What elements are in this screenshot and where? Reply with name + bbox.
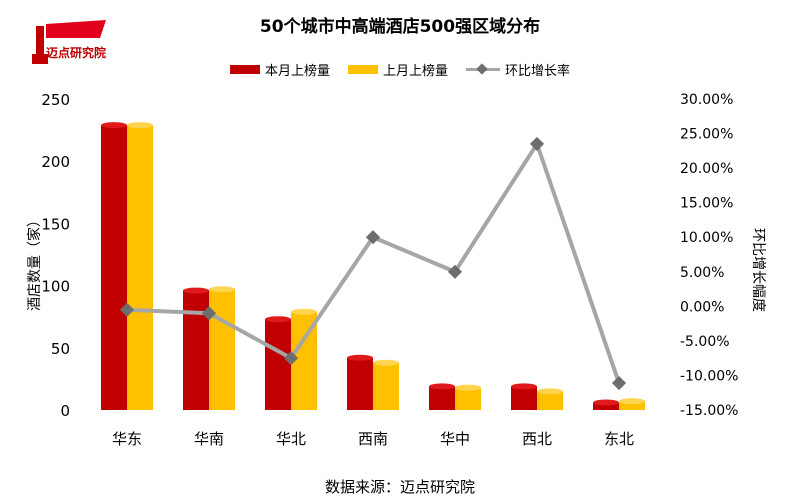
bar-cap-current xyxy=(511,383,537,390)
y-tick-label-left: 0 xyxy=(60,402,70,420)
bar-previous xyxy=(373,362,399,410)
bar-cap-current xyxy=(183,287,209,294)
y-tick-label-right: -5.00% xyxy=(680,334,730,350)
x-tick-label: 西北 xyxy=(522,430,552,448)
growth-marker xyxy=(201,306,217,321)
y-tick-label-right: 20.00% xyxy=(680,161,733,177)
legend: 本月上榜量 上月上榜量 环比增长率 xyxy=(0,60,800,79)
growth-marker xyxy=(529,136,545,151)
bar-previous xyxy=(537,391,563,410)
bar-cap-previous xyxy=(373,359,399,366)
legend-label-growth: 环比增长率 xyxy=(505,64,571,79)
legend-item-growth: 环比增长率 xyxy=(466,60,570,79)
growth-marker xyxy=(447,264,463,279)
bar-cap-current xyxy=(265,316,291,323)
legend-item-previous: 上月上榜量 xyxy=(347,60,448,79)
legend-label-current: 本月上榜量 xyxy=(264,64,330,79)
bar-cap-current xyxy=(101,122,127,129)
y-tick-label-right: -15.00% xyxy=(680,403,738,419)
growth-marker xyxy=(283,351,299,366)
y-tick-label-left: 150 xyxy=(41,215,70,233)
x-tick-label: 华北 xyxy=(276,430,306,448)
bar-current xyxy=(101,125,127,411)
y-tick-label-right: 30.00% xyxy=(680,92,733,108)
bar-cap-current xyxy=(347,354,373,361)
chart-title: 50个城市中高端酒店500强区域分布 xyxy=(259,17,541,37)
bar-cap-previous xyxy=(209,286,235,293)
y-tick-label-left: 200 xyxy=(41,153,70,171)
y-tick-label-right: 15.00% xyxy=(680,196,733,212)
growth-marker xyxy=(365,230,381,245)
source-note: 数据来源：迈点研究院 xyxy=(324,478,475,496)
legend-item-current: 本月上榜量 xyxy=(229,60,330,79)
legend-swatch-growth xyxy=(466,64,500,75)
x-tick-label: 华南 xyxy=(194,430,224,448)
x-tick-label: 西南 xyxy=(358,430,388,448)
bar-cap-previous xyxy=(619,398,645,405)
bar-cap-previous xyxy=(127,122,153,129)
y-tick-label-left: 100 xyxy=(41,278,70,296)
y-tick-label-left: 50 xyxy=(51,340,70,358)
legend-swatch-current xyxy=(229,65,260,74)
y-tick-label-left: 250 xyxy=(41,91,70,109)
y-tick-label-right: 5.00% xyxy=(680,265,724,281)
bar-cap-previous xyxy=(455,384,481,391)
legend-swatch-previous xyxy=(347,65,378,74)
growth-marker xyxy=(611,375,627,391)
growth-marker xyxy=(119,302,135,317)
bar-cap-previous xyxy=(291,308,317,315)
bar-cap-previous xyxy=(537,388,563,395)
bar-previous xyxy=(619,401,645,410)
y-tick-label-right: 0.00% xyxy=(680,299,724,315)
x-tick-label: 华中 xyxy=(440,430,470,448)
logo: 迈点研究院 xyxy=(24,16,134,74)
bar-cap-current xyxy=(429,383,455,390)
x-tick-label: 东北 xyxy=(604,430,634,448)
y-tick-label-right: -10.00% xyxy=(680,368,738,384)
logo-icon xyxy=(32,20,106,64)
bar-current xyxy=(593,402,619,410)
y-tick-label-right: 10.00% xyxy=(680,230,733,246)
x-tick-label: 华东 xyxy=(112,430,142,448)
bar-cap-current xyxy=(593,399,619,406)
bar-current xyxy=(511,386,537,410)
bar-previous xyxy=(209,289,235,410)
bar-previous xyxy=(127,125,153,411)
logo-text: 迈点研究院 xyxy=(46,46,107,60)
bar-current xyxy=(265,319,291,410)
bar-previous xyxy=(455,387,481,410)
bar-current xyxy=(183,290,209,410)
y-tick-label-right: 25.00% xyxy=(680,127,733,143)
bar-current xyxy=(429,386,455,410)
legend-label-previous: 上月上榜量 xyxy=(382,64,448,79)
bar-current xyxy=(347,357,373,410)
